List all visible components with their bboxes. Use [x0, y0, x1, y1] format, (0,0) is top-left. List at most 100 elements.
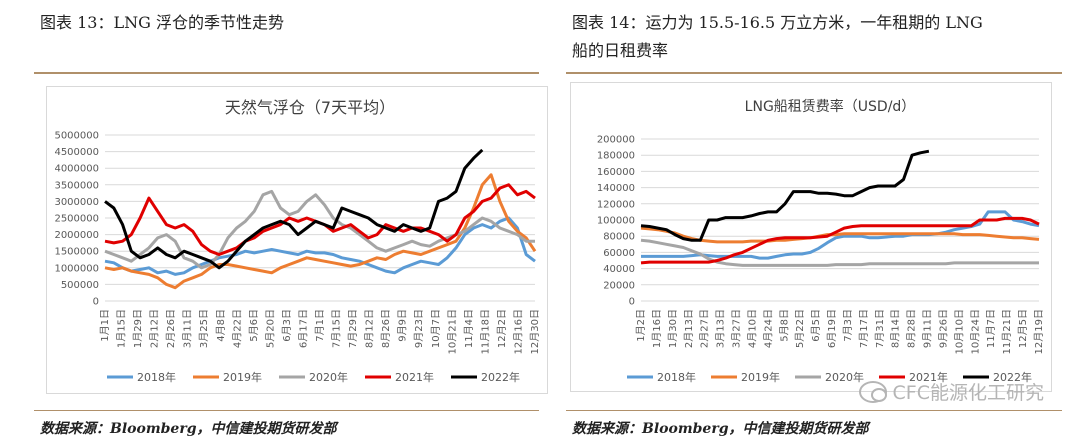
y-tick-label: 180000 [597, 151, 635, 162]
x-tick-label: 7月15日 [331, 309, 343, 348]
x-tick-label: 9月9日 [397, 309, 409, 342]
chart-title: 天然气浮仓（7天平均） [225, 98, 395, 117]
x-tick-label: 6月19日 [826, 309, 838, 348]
x-tick-label: 2月13日 [683, 309, 695, 348]
x-tick-label: 1月16日 [651, 309, 663, 348]
x-tick-label: 6月3日 [281, 309, 293, 342]
x-tick-label: 8月14日 [890, 309, 902, 348]
y-tick-label: 80000 [603, 232, 635, 243]
left-source-note: 数据来源：Bloomberg，中信建投期货研发部 [40, 421, 337, 437]
watermark-text: CFC能源化工研究 [892, 382, 1044, 404]
x-tick-label: 4月22日 [231, 309, 243, 348]
x-tick-label: 12月2日 [496, 309, 508, 348]
right-top-rule [566, 72, 1062, 74]
y-tick-label: 2500000 [54, 214, 99, 225]
series-line-2018年 [104, 216, 536, 276]
left-bottom-rule [34, 410, 539, 411]
x-tick-label: 5月8日 [778, 309, 790, 342]
y-tick-label: 200000 [597, 135, 635, 146]
series-line-2019年 [104, 173, 537, 290]
series-line-2020年 [104, 189, 535, 270]
x-tick-label: 3月13日 [715, 309, 727, 348]
wechat-icon [858, 380, 887, 403]
x-tick-label: 10月7日 [430, 309, 442, 348]
x-tick-label: 7月31日 [874, 309, 886, 348]
x-tick-label: 3月11日 [182, 309, 194, 348]
x-tick-label: 3月25日 [198, 309, 210, 348]
x-tick-label: 11月21日 [1001, 309, 1013, 354]
series-line-2019年 [640, 226, 1040, 244]
y-tick-label: 160000 [597, 167, 635, 178]
x-tick-label: 2月26日 [165, 309, 177, 348]
y-tick-label: 1500000 [54, 247, 99, 258]
right-bottom-rule [566, 410, 1062, 411]
y-tick-label: 0 [629, 297, 635, 308]
x-tick-label: 11月18日 [479, 309, 491, 354]
right-figure-caption-line2: 船的日租费率 [572, 41, 669, 60]
right-source-note: 数据来源：Bloomberg，中信建投期货研发部 [572, 421, 869, 437]
left-chart-frame: 天然气浮仓（7天平均） 0 500000 1000000 1500000 2000000 2… [46, 86, 548, 394]
right-figure-caption-line1: 图表 14：运力为 15.5-16.5 万立方米，一年租期的 LNG [572, 13, 983, 32]
legend-label: 2022年 [993, 370, 1032, 384]
charter-rate-chart: LNG船租赁费率（USD/d） 0 20000 40000 60000 80000 1000… [597, 98, 1045, 384]
x-tick-label: 7月29日 [347, 309, 359, 348]
y-tick-label: 5000000 [54, 131, 99, 142]
y-tick-label: 60000 [603, 248, 635, 259]
legend-label: 2019年 [741, 370, 780, 384]
chart-title: LNG船租赁费率（USD/d） [745, 98, 916, 115]
legend-label: 2022年 [481, 370, 520, 384]
x-tick-label: 5月6日 [248, 309, 260, 342]
legend-label: 2020年 [309, 370, 348, 384]
y-tick-label: 3000000 [54, 197, 99, 208]
legend-label: 2021年 [395, 370, 434, 384]
x-tick-label: 9月26日 [937, 309, 949, 348]
x-tick-label: 12月30日 [529, 309, 541, 354]
right-chart-frame: LNG船租赁费率（USD/d） 0 20000 40000 60000 80000 1000… [570, 82, 1052, 392]
y-tick-label: 3500000 [54, 180, 99, 191]
x-tick-label: 7月1日 [314, 309, 326, 342]
y-tick-label: 1000000 [54, 263, 99, 274]
left-top-rule [34, 72, 539, 74]
x-tick-label: 10月10日 [953, 309, 965, 354]
legend-label: 2018年 [657, 370, 696, 384]
y-tick-label: 40000 [603, 264, 635, 275]
x-tick-label: 12月5日 [1017, 309, 1029, 348]
x-tick-label: 6月5日 [810, 309, 822, 342]
legend-label: 2021年 [909, 370, 948, 384]
x-tick-label: 4月8日 [215, 309, 227, 342]
floating-storage-chart: 天然气浮仓（7天平均） 0 500000 1000000 1500000 2000000 2… [54, 98, 541, 384]
y-tick-label: 4000000 [54, 164, 99, 175]
legend-label: 2018年 [137, 370, 176, 384]
x-tick-label: 4月10日 [746, 309, 758, 348]
series-line-2022年 [640, 149, 930, 242]
x-tick-label: 8月28日 [906, 309, 918, 348]
x-tick-label: 4月24日 [762, 309, 774, 348]
left-figure-caption: 图表 13：LNG 浮仓的季节性走势 [40, 13, 284, 32]
x-tick-label: 9月23日 [413, 309, 425, 348]
y-tick-label: 140000 [597, 183, 635, 194]
series-line-2020年 [640, 238, 1039, 267]
y-tick-label: 120000 [597, 199, 635, 210]
y-tick-label: 0 [93, 297, 99, 308]
x-tick-label: 12月19日 [1033, 309, 1045, 354]
x-tick-label: 7月3日 [842, 309, 854, 342]
x-tick-label: 2月27日 [699, 309, 711, 348]
x-tick-label: 5月20日 [264, 309, 276, 348]
x-tick-label: 10月24日 [969, 309, 981, 354]
legend-label: 2020年 [825, 370, 864, 384]
x-tick-label: 8月26日 [380, 309, 392, 348]
x-tick-label: 3月27日 [731, 309, 743, 348]
y-tick-label: 500000 [61, 280, 99, 291]
x-tick-label: 7月17日 [858, 309, 870, 348]
x-tick-label: 5月22日 [794, 309, 806, 348]
x-tick-label: 1月1日 [99, 309, 111, 342]
x-tick-label: 12月16日 [512, 309, 524, 354]
x-tick-label: 1月29日 [132, 309, 144, 348]
x-tick-label: 1月30日 [667, 309, 679, 348]
x-tick-label: 11月4日 [463, 309, 475, 348]
y-tick-label: 100000 [597, 216, 635, 227]
x-tick-label: 8月12日 [364, 309, 376, 348]
series-line-2022年 [104, 148, 484, 270]
x-tick-label: 1月15日 [116, 309, 128, 348]
series-line-2021年 [640, 216, 1040, 265]
